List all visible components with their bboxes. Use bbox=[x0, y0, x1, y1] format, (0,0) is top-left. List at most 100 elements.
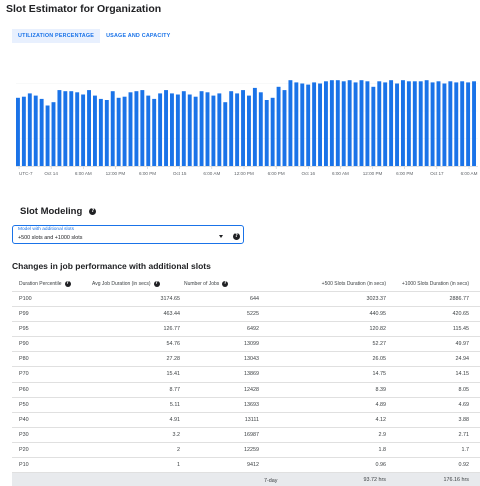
chart-bar[interactable] bbox=[110, 91, 115, 166]
chart-bar[interactable] bbox=[229, 91, 234, 166]
chart-bar[interactable] bbox=[116, 97, 121, 166]
chart-bar[interactable] bbox=[217, 93, 222, 166]
chart-bar[interactable] bbox=[324, 81, 328, 166]
chart-bar[interactable] bbox=[247, 95, 251, 166]
page-title: Slot Estimator for Organization bbox=[6, 3, 162, 15]
chart-bar[interactable] bbox=[377, 81, 382, 166]
chart-bar[interactable] bbox=[93, 95, 97, 166]
cell-duration-percentile: P20 bbox=[19, 446, 29, 453]
chart-bar[interactable] bbox=[430, 82, 435, 166]
chart-bar[interactable] bbox=[104, 100, 109, 166]
chart-bar[interactable] bbox=[329, 80, 334, 166]
chart-bar[interactable] bbox=[276, 86, 281, 166]
help-icon[interactable]: ? bbox=[89, 208, 97, 215]
chart-bar[interactable] bbox=[294, 82, 299, 166]
cell-duration-percentile: P10 bbox=[19, 462, 29, 469]
chart-bar[interactable] bbox=[448, 81, 453, 166]
chart-bar[interactable] bbox=[57, 90, 62, 166]
chart-bar[interactable] bbox=[335, 80, 340, 166]
chart-bar[interactable] bbox=[401, 80, 405, 166]
chart-bar[interactable] bbox=[51, 102, 56, 166]
chart-bar[interactable] bbox=[211, 95, 216, 166]
chart-bar[interactable] bbox=[359, 80, 364, 166]
chart-bar[interactable] bbox=[442, 83, 447, 167]
chart-bar[interactable] bbox=[75, 92, 80, 166]
chart-bar[interactable] bbox=[45, 105, 50, 167]
chart-bar[interactable] bbox=[199, 91, 204, 166]
chart-bar[interactable] bbox=[454, 82, 459, 166]
chart-bar[interactable] bbox=[134, 91, 139, 166]
chart-bar[interactable] bbox=[353, 82, 358, 166]
chart-bar[interactable] bbox=[16, 97, 20, 166]
chart-bar[interactable] bbox=[264, 100, 269, 166]
dropdown-arrow-icon[interactable] bbox=[219, 235, 223, 238]
chart-bar[interactable] bbox=[193, 96, 198, 166]
chart-bar[interactable] bbox=[152, 98, 157, 166]
chart-bar[interactable] bbox=[288, 80, 293, 166]
chart-bar[interactable] bbox=[389, 80, 394, 166]
chart-bar[interactable] bbox=[128, 92, 133, 166]
chart-bar[interactable] bbox=[466, 82, 471, 166]
chart-bar[interactable] bbox=[69, 91, 74, 166]
chart-bar[interactable] bbox=[318, 83, 322, 167]
chart-bar[interactable] bbox=[300, 83, 305, 167]
chart-bar[interactable] bbox=[175, 94, 180, 167]
chart-bar[interactable] bbox=[158, 93, 163, 166]
chart-bar[interactable] bbox=[146, 95, 151, 166]
chart-bar[interactable] bbox=[252, 87, 257, 166]
chart-bar[interactable] bbox=[306, 84, 311, 166]
chart-bar[interactable] bbox=[140, 90, 145, 166]
help-icon[interactable]: ? bbox=[233, 233, 240, 240]
cell-1000-slots-duration: 4.69 bbox=[458, 401, 470, 408]
table-row: P60 8.77 12428 8.39 8.05 bbox=[12, 383, 480, 398]
select-label: Model with additional slots bbox=[18, 227, 74, 232]
chart-bar[interactable] bbox=[39, 98, 44, 166]
chart-bar[interactable] bbox=[282, 90, 287, 166]
chart-bar[interactable] bbox=[341, 81, 346, 166]
utilization-chart-svg: UTC-7 Oct 14 6:00 AM 12:00 PM 6:00 PM Oct 15 6… bbox=[16, 80, 478, 176]
chart-bar[interactable] bbox=[87, 90, 91, 166]
additional-slots-select[interactable]: Model with additional slots +500 slots a… bbox=[12, 225, 244, 244]
help-icon[interactable]: ? bbox=[222, 281, 229, 287]
chart-bar[interactable] bbox=[181, 91, 186, 166]
chart-bar[interactable] bbox=[371, 86, 376, 166]
chart-bar[interactable] bbox=[383, 82, 388, 166]
chart-bar[interactable] bbox=[235, 93, 240, 166]
chart-bar[interactable] bbox=[418, 81, 423, 166]
chart-bar[interactable] bbox=[424, 80, 429, 166]
cell-number-of-jobs: 644 bbox=[250, 296, 259, 302]
tab-utilization-percentage[interactable]: UTILIZATION PERCENTAGE bbox=[12, 29, 101, 43]
chart-bar[interactable] bbox=[436, 81, 441, 166]
tab-usage-and-capacity[interactable]: USAGE AND CAPACITY bbox=[106, 33, 171, 39]
cell-number-of-jobs: 13043 bbox=[244, 356, 259, 363]
chart-bar[interactable] bbox=[412, 81, 417, 166]
chart-bar[interactable] bbox=[122, 96, 127, 166]
chart-bar[interactable] bbox=[21, 96, 26, 166]
help-icon[interactable]: ? bbox=[64, 281, 71, 287]
chart-bar[interactable] bbox=[27, 93, 32, 166]
chart-bar[interactable] bbox=[98, 98, 103, 166]
chart-bar[interactable] bbox=[270, 97, 275, 166]
chart-bar[interactable] bbox=[223, 102, 228, 166]
chart-bar[interactable] bbox=[395, 83, 399, 167]
chart-bar[interactable] bbox=[63, 91, 68, 166]
cell-500-slots-duration: 2.9 bbox=[378, 431, 387, 438]
chart-bar[interactable] bbox=[460, 81, 465, 166]
chart-bar[interactable] bbox=[81, 94, 86, 167]
chart-bar[interactable] bbox=[205, 92, 210, 166]
chart-bar[interactable] bbox=[187, 94, 192, 167]
chart-bar[interactable] bbox=[241, 90, 245, 166]
help-icon[interactable]: ? bbox=[153, 281, 160, 287]
chart-bar[interactable] bbox=[472, 81, 476, 166]
chart-bar[interactable] bbox=[33, 95, 38, 166]
chart-bar[interactable] bbox=[347, 80, 352, 166]
chart-bar[interactable] bbox=[406, 81, 411, 166]
chart-bar[interactable] bbox=[258, 92, 263, 166]
chart-bar[interactable] bbox=[312, 82, 317, 166]
cell-avg-job-duration: 3.2 bbox=[172, 431, 181, 438]
cell-number-of-jobs: 5225 bbox=[247, 311, 259, 318]
chart-bar[interactable] bbox=[170, 93, 174, 166]
chart-bar[interactable] bbox=[365, 81, 370, 166]
chart-bar[interactable] bbox=[164, 90, 168, 166]
cell-avg-job-duration: 8.77 bbox=[169, 386, 181, 393]
